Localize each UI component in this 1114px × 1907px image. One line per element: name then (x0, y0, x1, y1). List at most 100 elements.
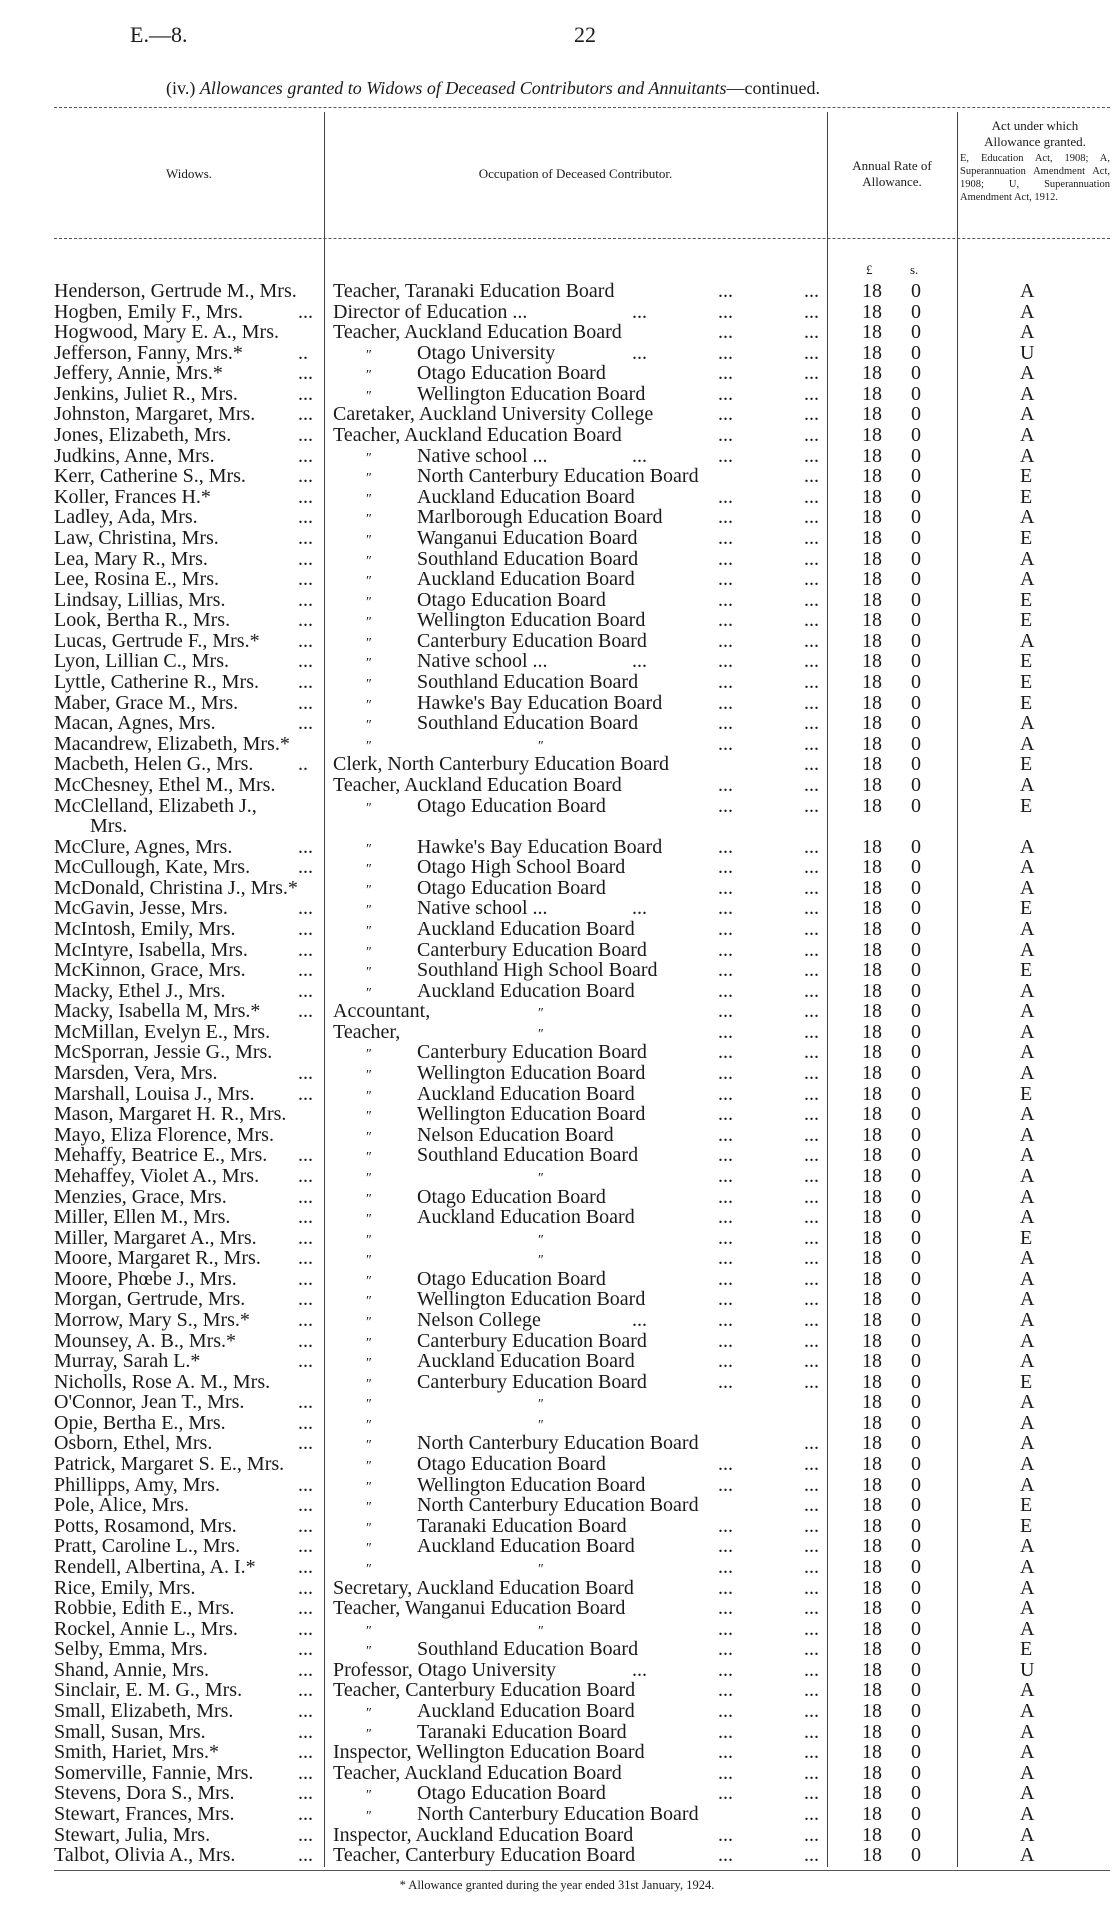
allowance-pounds: 18 (862, 1432, 882, 1455)
leader-dots: ... (804, 629, 819, 652)
widow-name: Potts, Rosamond, Mrs. (54, 1514, 237, 1537)
leader-dots: ... (804, 280, 819, 302)
allowance-pounds: 18 (862, 1782, 882, 1805)
leader-dots: ... (718, 1144, 733, 1167)
header-bottom-rule (54, 238, 1110, 239)
ditto-mark: ″ (366, 368, 372, 384)
name-leader-dots: .. (298, 753, 308, 776)
leader-dots: ... (804, 1123, 819, 1146)
leader-dots: ... (804, 547, 819, 570)
allowance-pounds: 18 (862, 1288, 882, 1311)
allowance-shillings: 0 (911, 485, 921, 508)
leader-dots: ... (804, 321, 819, 344)
act-code: A (1020, 1329, 1035, 1352)
leader-dots: ... (804, 732, 819, 755)
act-code: E (1020, 959, 1033, 982)
name-leader-dots: ... (298, 1164, 313, 1187)
leader-dots: ... (718, 1617, 733, 1640)
ditto-mark: ″ (366, 1109, 372, 1125)
leader-dots: ... (718, 979, 733, 1002)
widow-name: Jeffery, Annie, Mrs.* (54, 362, 223, 385)
widow-name: Rendell, Albertina, A. I.* (54, 1555, 256, 1578)
widow-name: Mehaffy, Beatrice E., Mrs. (54, 1144, 268, 1167)
allowance-pounds: 18 (862, 1062, 882, 1085)
widow-name: Rockel, Annie L., Mrs. (54, 1617, 238, 1640)
ditto-mark: ″ (366, 1232, 372, 1248)
table-row: Pratt, Caroline L., Mrs.... ″ Auckland Edu… (0, 1536, 1114, 1557)
occupation: Native school ... (417, 650, 548, 673)
allowance-shillings: 0 (911, 938, 921, 961)
allowance-shillings: 0 (911, 1844, 921, 1867)
leader-dots: ... (804, 1288, 819, 1311)
ditto-mark: ″ (366, 450, 372, 466)
ditto-mark: ″ (366, 1129, 372, 1145)
widow-name: Maber, Grace M., Mrs. (54, 691, 239, 714)
widow-name: Lee, Rosina E., Mrs. (54, 568, 219, 591)
occupation: Southland High School Board (417, 959, 658, 982)
leader-dots: ... (804, 1514, 819, 1537)
table-row: Henderson, Gertrude M., Mrs. Teacher, Tar… (0, 281, 1114, 302)
occupation: Clerk, North Canterbury Education Board (333, 753, 670, 776)
leader-dots: ... (718, 897, 733, 920)
allowance-pounds: 18 (862, 485, 882, 508)
act-code: A (1020, 1185, 1035, 1208)
occupation: Wellington Education Board (417, 1062, 646, 1085)
widow-name: Shand, Annie, Mrs. (54, 1658, 209, 1681)
column-divider (957, 112, 958, 1867)
ditto-mark: ″ (366, 1068, 372, 1084)
name-leader-dots: ... (298, 959, 313, 982)
leader-dots: ... (804, 1617, 819, 1640)
allowance-pounds: 18 (862, 465, 882, 488)
ditto-mark: ″ (366, 1047, 372, 1063)
allowance-pounds: 18 (862, 732, 882, 755)
act-code: A (1020, 403, 1035, 426)
occupation: Hawke's Bay Education Board (417, 835, 663, 858)
widow-name: Smith, Hariet, Mrs.* (54, 1741, 219, 1764)
allowance-shillings: 0 (911, 732, 921, 755)
occupation: Southland Education Board (417, 1144, 639, 1167)
header-act-line2: Allowance granted. (984, 134, 1086, 149)
act-code: A (1020, 1782, 1035, 1805)
occupation: Otago Education Board (417, 588, 606, 611)
table-row: Patrick, Margaret S. E., Mrs. ″ Otago Educ… (0, 1454, 1114, 1475)
occupation: Southland Education Board (417, 712, 639, 735)
leader-dots: ... (718, 1350, 733, 1373)
widow-name: Nicholls, Rose A. M., Mrs. (54, 1370, 271, 1393)
leader-dots: ... (804, 382, 819, 405)
widow-name: Murray, Sarah L.* (54, 1350, 201, 1373)
act-code: A (1020, 1453, 1035, 1476)
widow-name-continued: Mrs. (90, 815, 128, 838)
ditto-mark: ″ (366, 1294, 372, 1310)
occupation: Southland Education Board (417, 671, 639, 694)
allowance-shillings: 0 (911, 1206, 921, 1229)
allowance-pounds: 18 (862, 1576, 882, 1599)
act-code: A (1020, 1247, 1035, 1270)
name-leader-dots: ... (298, 1700, 313, 1723)
leader-dots: ... (718, 1309, 733, 1331)
widow-name: Moore, Margaret R., Mrs. (54, 1247, 261, 1270)
act-code: A (1020, 1473, 1035, 1496)
leader-dots: ... (718, 382, 733, 405)
leader-dots: ... (718, 1638, 733, 1661)
allowance-pounds: 18 (862, 1473, 882, 1496)
ditto-mark: ″ (366, 718, 372, 734)
act-code: E (1020, 897, 1033, 920)
name-leader-dots: ... (298, 485, 313, 508)
ditto-mark: ″ (538, 1232, 544, 1248)
table-row: Look, Bertha R., Mrs.... ″ Wellington Educ… (0, 610, 1114, 631)
table-row: Johnston, Margaret, Mrs.... Caretaker, Au… (0, 404, 1114, 425)
allowance-shillings: 0 (911, 1350, 921, 1373)
act-code: A (1020, 835, 1035, 858)
leader-dots: ... (718, 1370, 733, 1393)
act-code: E (1020, 485, 1033, 508)
act-code: A (1020, 876, 1035, 899)
table-row: Opie, Bertha E., Mrs.... ″ ″ 18 0 A (0, 1413, 1114, 1434)
table-row: Small, Elizabeth, Mrs.... ″ Auckland Educa… (0, 1701, 1114, 1722)
header-rate-line1: Annual Rate of (852, 158, 932, 173)
ditto-mark: ″ (366, 944, 372, 960)
widow-name: Small, Susan, Mrs. (54, 1720, 206, 1743)
act-code: A (1020, 568, 1035, 591)
widow-name: Marshall, Louisa J., Mrs. (54, 1082, 255, 1105)
leader-dots: ... (804, 979, 819, 1002)
widow-name: Morrow, Mary S., Mrs.* (54, 1309, 250, 1331)
